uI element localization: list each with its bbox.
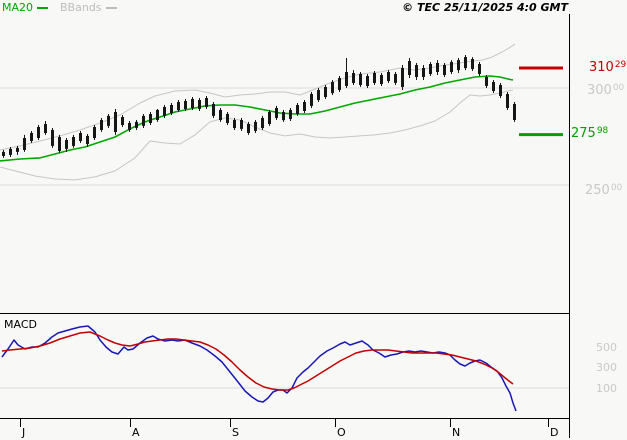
x-axis-month-label: S (232, 426, 239, 439)
price-axis-label: 30000 (587, 83, 625, 98)
bbands-legend-label: BBands (60, 1, 102, 14)
legend-item-ma20: MA20 (2, 1, 49, 14)
macd-axis-label: 500 (596, 341, 617, 354)
macd-axis-label: 300 (596, 361, 617, 374)
price-axis-label: 25000 (585, 183, 623, 198)
x-axis-month-label: D (550, 426, 559, 439)
ma20-legend-label: MA20 (2, 1, 34, 14)
price-axis-label: 27598 (571, 126, 609, 141)
macd-axis-label: 100 (596, 382, 617, 395)
legend-item-bbands: BBands (60, 1, 117, 14)
macd-panel-title: MACD (4, 318, 37, 331)
x-axis-month-label: O (337, 426, 346, 439)
ma20-line-dash-icon (37, 6, 49, 9)
price-axis-label: 31029 (589, 60, 627, 75)
x-axis-month-label: A (132, 426, 140, 439)
bbands-line-dash-icon (105, 6, 117, 9)
x-axis-month-label: N (452, 426, 461, 439)
copyright-text: © TEC 25/11/2025 4:0 GMT (402, 1, 568, 14)
legend: MA20 BBands (2, 1, 117, 14)
x-axis-month-label: J (22, 426, 26, 439)
